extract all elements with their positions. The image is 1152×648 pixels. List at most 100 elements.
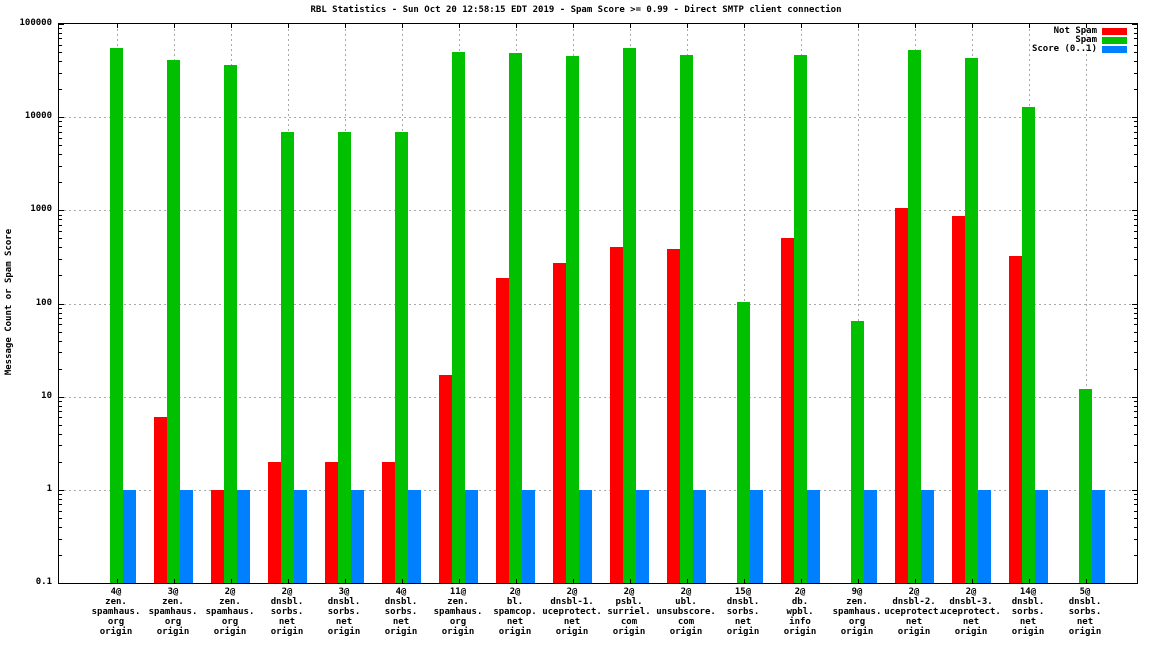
y-minor-tick-left xyxy=(59,259,62,260)
y-major-tick-left xyxy=(59,117,64,118)
bar-spam xyxy=(794,55,807,583)
x-tick-bottom xyxy=(744,579,745,583)
x-tick-label: 4@ dnsbl. sorbs. net origin xyxy=(384,587,418,637)
y-minor-tick-right xyxy=(1134,539,1137,540)
y-major-tick-right xyxy=(1132,490,1137,491)
bar-spam xyxy=(737,302,750,583)
y-minor-tick-left xyxy=(59,308,62,309)
y-minor-tick-right xyxy=(1134,308,1137,309)
y-minor-tick-right xyxy=(1134,324,1137,325)
y-minor-tick-left xyxy=(59,28,62,29)
x-tick-label: 2@ bl. spamcop. net origin xyxy=(493,587,537,637)
x-tick-bottom xyxy=(573,579,574,583)
bar-not-spam xyxy=(325,462,338,583)
x-tick-label: 4@ zen. spamhaus. org origin xyxy=(91,587,141,637)
y-minor-tick-right xyxy=(1134,332,1137,333)
y-minor-tick-right xyxy=(1134,527,1137,528)
x-tick-bottom xyxy=(231,579,232,583)
bar-not-spam xyxy=(496,278,509,583)
x-tick-label: 2@ dnsbl-1. uceprotect. net origin xyxy=(542,587,602,637)
x-tick-label: 3@ zen. spamhaus. org origin xyxy=(148,587,198,637)
gridline-horizontal-100 xyxy=(59,304,1137,305)
y-minor-tick-right xyxy=(1134,318,1137,319)
y-minor-tick-left xyxy=(59,247,62,248)
y-minor-tick-right xyxy=(1134,121,1137,122)
y-minor-tick-right xyxy=(1134,499,1137,500)
y-minor-tick-right xyxy=(1134,73,1137,74)
y-minor-tick-right xyxy=(1134,132,1137,133)
y-major-tick-right xyxy=(1132,304,1137,305)
x-tick-top xyxy=(972,24,973,28)
y-minor-tick-left xyxy=(59,275,62,276)
plot-area xyxy=(58,23,1138,584)
bar-spam xyxy=(452,52,465,583)
y-minor-tick-left xyxy=(59,318,62,319)
y-minor-tick-left xyxy=(59,154,62,155)
y-minor-tick-left xyxy=(59,406,62,407)
y-minor-tick-right xyxy=(1134,555,1137,556)
y-minor-tick-right xyxy=(1134,61,1137,62)
bar-not-spam xyxy=(268,462,281,583)
y-minor-tick-left xyxy=(59,494,62,495)
y-minor-tick-right xyxy=(1134,411,1137,412)
y-tick-label: 0.1 xyxy=(35,577,52,587)
bar-score xyxy=(864,490,877,583)
y-minor-tick-right xyxy=(1134,145,1137,146)
x-tick-top xyxy=(516,24,517,28)
bar-score xyxy=(351,490,364,583)
bar-not-spam xyxy=(1009,256,1022,583)
y-minor-tick-right xyxy=(1134,417,1137,418)
gridline-horizontal-1000 xyxy=(59,210,1137,211)
x-tick-top xyxy=(801,24,802,28)
y-minor-tick-left xyxy=(59,238,62,239)
x-tick-bottom xyxy=(801,579,802,583)
y-minor-tick-left xyxy=(59,182,62,183)
gridline-vertical xyxy=(1086,24,1087,583)
y-minor-tick-left xyxy=(59,425,62,426)
bar-score xyxy=(636,490,649,583)
y-minor-tick-left xyxy=(59,499,62,500)
gridline-horizontal-10 xyxy=(59,397,1137,398)
y-minor-tick-right xyxy=(1134,341,1137,342)
y-major-tick-left xyxy=(59,210,64,211)
x-tick-bottom xyxy=(687,579,688,583)
x-tick-bottom xyxy=(630,579,631,583)
y-major-tick-right xyxy=(1132,210,1137,211)
y-minor-tick-left xyxy=(59,417,62,418)
y-tick-label: 100000 xyxy=(19,18,52,28)
x-tick-label: 9@ zen. spamhaus. org origin xyxy=(832,587,882,637)
x-tick-bottom xyxy=(174,579,175,583)
y-minor-tick-right xyxy=(1134,434,1137,435)
bar-score xyxy=(750,490,763,583)
legend-swatch-spam xyxy=(1102,37,1127,44)
bar-score xyxy=(978,490,991,583)
y-minor-tick-right xyxy=(1134,247,1137,248)
y-minor-tick-left xyxy=(59,313,62,314)
y-minor-tick-left xyxy=(59,126,62,127)
bar-score xyxy=(693,490,706,583)
y-major-tick-right xyxy=(1132,24,1137,25)
y-minor-tick-right xyxy=(1134,504,1137,505)
y-minor-tick-left xyxy=(59,369,62,370)
bar-spam xyxy=(965,58,978,583)
y-minor-tick-left xyxy=(59,434,62,435)
y-minor-tick-right xyxy=(1134,238,1137,239)
x-tick-top xyxy=(174,24,175,28)
y-minor-tick-left xyxy=(59,89,62,90)
y-minor-tick-left xyxy=(59,352,62,353)
y-minor-tick-left xyxy=(59,121,62,122)
gridline-vertical xyxy=(858,24,859,583)
y-minor-tick-right xyxy=(1134,89,1137,90)
legend-entry-not-spam: Not Spam xyxy=(1032,27,1127,36)
y-minor-tick-right xyxy=(1134,219,1137,220)
bar-score xyxy=(807,490,820,583)
y-minor-tick-right xyxy=(1134,33,1137,34)
y-minor-tick-left xyxy=(59,462,62,463)
x-tick-top xyxy=(459,24,460,28)
x-tick-bottom xyxy=(915,579,916,583)
y-minor-tick-right xyxy=(1134,352,1137,353)
bar-spam xyxy=(1079,389,1092,583)
y-minor-tick-left xyxy=(59,518,62,519)
x-tick-label: 11@ zen. spamhaus. org origin xyxy=(433,587,483,637)
